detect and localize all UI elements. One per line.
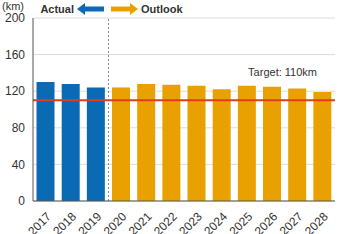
- svg-text:160: 160: [8, 48, 25, 62]
- svg-text:2026: 2026: [252, 209, 281, 234]
- svg-text:2021: 2021: [126, 209, 155, 234]
- svg-text:2022: 2022: [151, 209, 180, 234]
- html-text:(km): (km): [2, 0, 24, 12]
- svg-text:2028: 2028: [302, 209, 331, 234]
- svg-text:2027: 2027: [277, 209, 306, 234]
- svg-text:2025: 2025: [226, 209, 255, 234]
- svg-text:2017: 2017: [25, 209, 54, 234]
- svg-text:2018: 2018: [50, 209, 79, 234]
- svg-text:40: 40: [12, 158, 26, 172]
- svg-text:2019: 2019: [75, 209, 104, 234]
- svg-text:Actual: Actual: [40, 3, 74, 15]
- svg-text:Target: 110km: Target: 110km: [248, 66, 317, 78]
- svg-text:2020: 2020: [101, 209, 130, 234]
- svg-text:0: 0: [18, 194, 25, 208]
- svg-text:Outlook: Outlook: [141, 3, 183, 15]
- svg-text:2024: 2024: [201, 209, 230, 234]
- svg-text:200: 200: [8, 11, 25, 25]
- svg-text:2023: 2023: [176, 209, 205, 234]
- svg-text:80: 80: [12, 121, 26, 135]
- svg-text:120: 120: [8, 84, 25, 98]
